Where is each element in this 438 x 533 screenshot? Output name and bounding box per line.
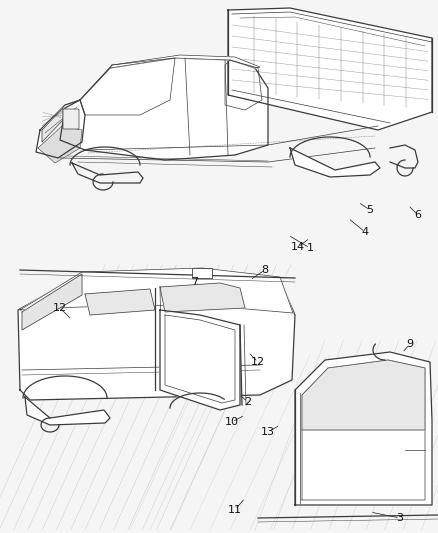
Polygon shape <box>38 126 82 163</box>
Polygon shape <box>294 352 431 505</box>
Text: 12: 12 <box>53 303 67 313</box>
Polygon shape <box>159 283 244 312</box>
Text: 8: 8 <box>261 265 268 275</box>
Polygon shape <box>18 272 294 400</box>
FancyBboxPatch shape <box>63 109 79 129</box>
Bar <box>191 268 212 278</box>
Polygon shape <box>227 8 431 130</box>
Text: 14: 14 <box>290 242 304 252</box>
Text: 3: 3 <box>396 513 403 523</box>
Polygon shape <box>301 360 424 430</box>
Text: 12: 12 <box>251 357 265 367</box>
Polygon shape <box>290 148 379 177</box>
Text: 10: 10 <box>225 417 238 427</box>
Text: 4: 4 <box>360 227 368 237</box>
Text: 5: 5 <box>366 205 373 215</box>
Polygon shape <box>60 58 267 160</box>
Text: 7: 7 <box>191 277 198 287</box>
Text: 1: 1 <box>306 243 313 253</box>
Polygon shape <box>22 274 82 330</box>
Polygon shape <box>110 55 259 68</box>
Polygon shape <box>36 100 85 158</box>
Polygon shape <box>42 108 63 142</box>
Polygon shape <box>85 289 155 315</box>
Text: 2: 2 <box>244 397 251 407</box>
Polygon shape <box>25 397 110 425</box>
Text: 13: 13 <box>261 427 274 437</box>
Text: 11: 11 <box>227 505 241 515</box>
Text: 6: 6 <box>413 210 420 220</box>
Polygon shape <box>20 268 292 313</box>
Polygon shape <box>159 310 240 410</box>
Text: 9: 9 <box>406 339 413 349</box>
